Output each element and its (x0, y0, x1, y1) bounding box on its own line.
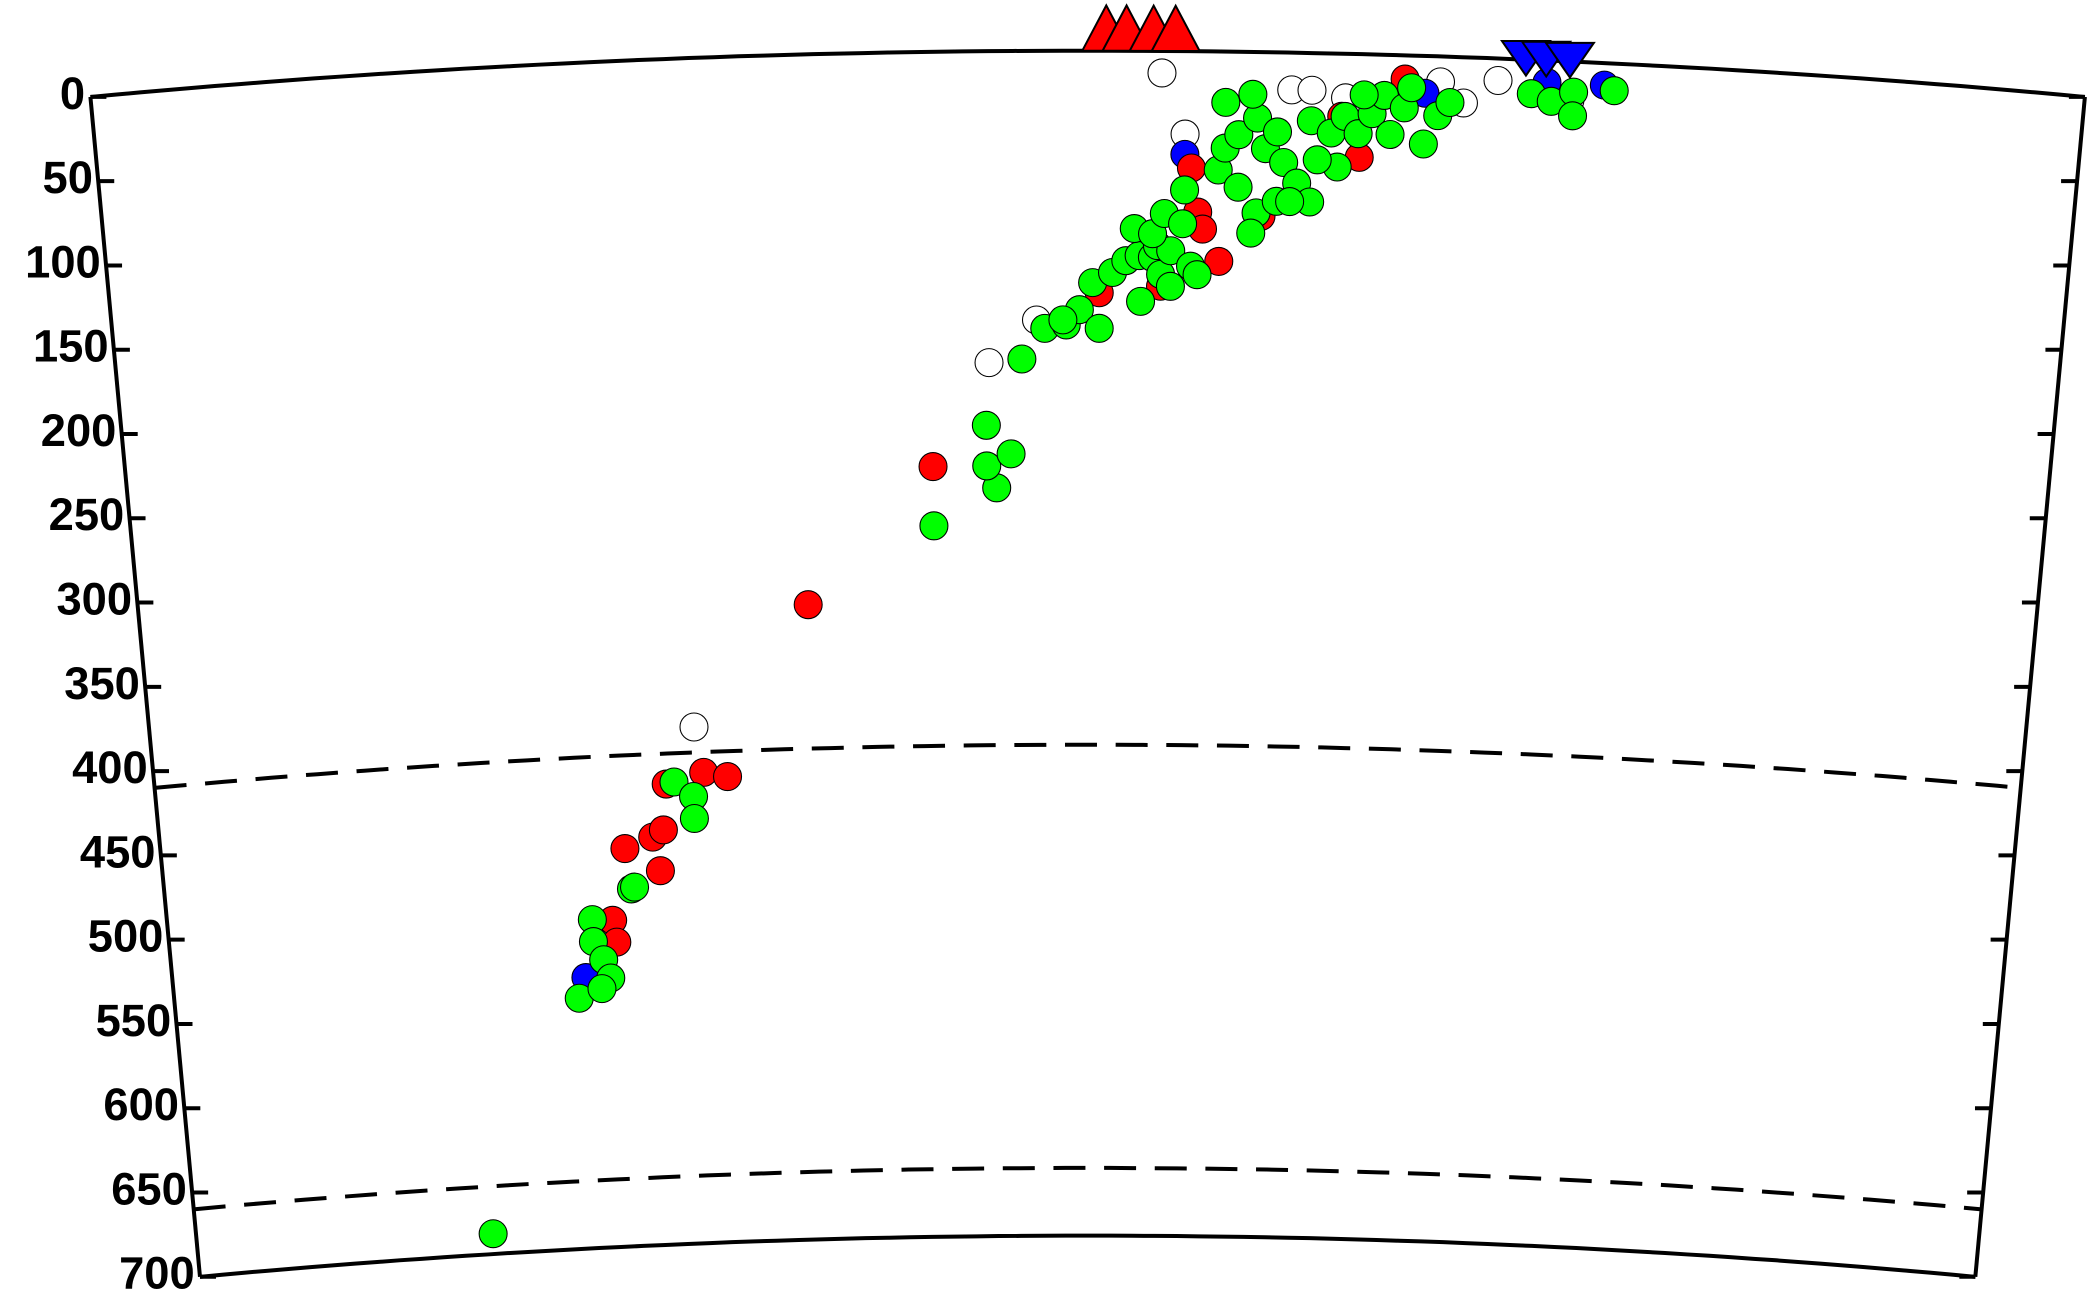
hypocenter (1147, 58, 1177, 88)
y-tick-label: 250 (49, 489, 125, 540)
y-tick-label: 600 (103, 1079, 179, 1130)
hypocenter (919, 511, 949, 541)
frame-top (90, 48, 2086, 99)
hypocenter (1236, 218, 1266, 248)
hypocenter (1204, 246, 1234, 276)
hypocenter (1343, 119, 1373, 149)
hypocenter (1168, 209, 1198, 239)
hypocenter (996, 439, 1026, 469)
discontinuity-line (193, 1165, 1982, 1212)
hypocenter (1435, 87, 1465, 118)
hypocenter (1408, 129, 1438, 159)
hypocenter (648, 815, 678, 845)
hypocenter (610, 834, 640, 864)
y-tick-label: 0 (60, 68, 85, 119)
station (1544, 41, 1596, 80)
volcano (1150, 3, 1202, 53)
hypocenter (679, 712, 709, 742)
hypocenter (1224, 120, 1254, 150)
y-tick-label: 300 (56, 574, 132, 625)
hypocenter (1182, 260, 1212, 290)
hypocenter (1084, 313, 1114, 343)
hypocenter (645, 856, 675, 886)
hypocenter (974, 348, 1004, 378)
y-tick-label: 550 (96, 995, 172, 1046)
hypocenter (713, 762, 743, 792)
y-tick-label: 450 (80, 826, 156, 877)
hypocenter (1170, 175, 1200, 205)
hypocenter (1297, 75, 1327, 105)
hypocenter (1156, 236, 1186, 266)
y-tick-label: 400 (72, 742, 148, 793)
y-tick-label: 100 (25, 236, 101, 287)
hypocenter (1483, 65, 1513, 96)
hypocenter (1048, 305, 1078, 335)
hypocenter (1397, 73, 1427, 103)
hypocenter (918, 452, 948, 482)
y-tick-label: 500 (88, 911, 164, 962)
frame-bottom (199, 1233, 1976, 1279)
hypocenter (1375, 119, 1405, 150)
hypocenter (1211, 87, 1241, 117)
hypocenter (1599, 76, 1629, 106)
hypocenter (1349, 80, 1379, 110)
hypocenter (1262, 117, 1293, 147)
y-tick-label: 50 (43, 152, 93, 203)
hypocenter (971, 410, 1001, 440)
hypocenter (1126, 286, 1156, 316)
hypocenter (1155, 271, 1185, 301)
hypocenter (1223, 172, 1253, 202)
hypocenter (1557, 101, 1588, 131)
hypocenter (679, 803, 709, 834)
hypocenter (1269, 147, 1299, 178)
hypocenter (793, 590, 823, 620)
hypocenter (587, 974, 617, 1004)
hypocenter (620, 872, 650, 902)
y-tick-label: 200 (41, 405, 117, 456)
y-tick-label: 150 (33, 321, 109, 372)
hypocenter (1275, 187, 1305, 217)
hypocenter (478, 1219, 508, 1249)
discontinuity-line (154, 742, 2021, 790)
y-tick-label: 350 (64, 658, 140, 709)
hypocenter (659, 767, 689, 797)
hypocenter (1238, 79, 1268, 109)
hypocenter (972, 451, 1002, 481)
y-tick-label: 650 (111, 1163, 187, 1214)
hypocenter (1007, 344, 1037, 374)
y-tick-label: 700 (119, 1248, 195, 1299)
hypocenter (1302, 145, 1332, 175)
